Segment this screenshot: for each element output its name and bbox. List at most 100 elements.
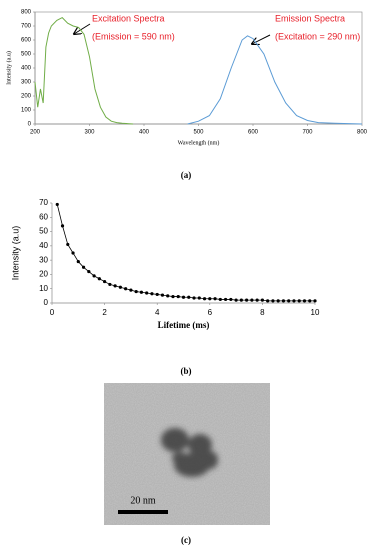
point xyxy=(302,299,307,303)
point xyxy=(234,298,238,302)
point xyxy=(55,202,59,207)
arrow xyxy=(252,34,271,44)
point xyxy=(139,290,144,294)
point xyxy=(145,291,149,295)
point xyxy=(76,259,80,264)
y-tick-label: 30 xyxy=(39,255,48,264)
point xyxy=(134,289,138,294)
point xyxy=(308,299,312,303)
point xyxy=(160,293,165,297)
x-tick-label: 8 xyxy=(260,308,265,317)
plot-frame xyxy=(34,11,363,125)
x-tick-label: 300 xyxy=(84,130,95,136)
point xyxy=(271,299,275,303)
x-axis-label: Lifetime (ms) xyxy=(158,320,210,330)
point xyxy=(97,277,101,281)
point xyxy=(229,297,233,302)
y-tick-label: 200 xyxy=(21,94,32,100)
point xyxy=(113,284,117,288)
point xyxy=(266,299,270,303)
point xyxy=(108,282,112,287)
x-tick-label: 600 xyxy=(248,130,259,136)
point xyxy=(245,298,249,302)
scale-bar-label: 20 nm xyxy=(130,495,156,506)
x-tick-label: 2 xyxy=(102,308,107,317)
y-axis-label: Intensity (a.u) xyxy=(5,51,12,85)
annotation: (Emission = 590 nm) xyxy=(92,31,175,41)
x-tick-label: 4 xyxy=(155,308,160,317)
y-tick-label: 800 xyxy=(21,10,32,16)
caption: (a) xyxy=(181,170,192,180)
caption: (c) xyxy=(181,535,191,545)
annotation: (Excitation = 290 nm) xyxy=(275,31,360,41)
point xyxy=(223,297,228,302)
y-axis-label: Intensity (a.u) xyxy=(10,226,20,281)
point xyxy=(313,299,317,303)
point xyxy=(213,297,217,301)
y-tick-label: 300 xyxy=(21,80,32,86)
point xyxy=(166,294,170,298)
point xyxy=(187,295,191,299)
point xyxy=(250,298,254,302)
point xyxy=(176,294,180,299)
series-line xyxy=(56,204,315,302)
y-tick-label: 700 xyxy=(21,24,32,30)
x-tick-label: 800 xyxy=(357,130,368,136)
y-tick-label: 70 xyxy=(39,198,48,207)
point xyxy=(60,224,65,228)
point xyxy=(197,296,201,300)
x-tick-label: 0 xyxy=(50,308,55,317)
annotation: Excitation Spectra xyxy=(92,13,165,23)
point xyxy=(150,292,154,296)
x-tick-label: 10 xyxy=(311,308,320,317)
point xyxy=(192,296,196,300)
point xyxy=(239,298,243,302)
arrow xyxy=(74,23,91,34)
y-tick-label: 0 xyxy=(28,122,32,128)
y-tick-label: 500 xyxy=(21,52,32,58)
point xyxy=(129,288,133,292)
caption: (b) xyxy=(181,366,192,376)
point xyxy=(218,297,222,302)
point xyxy=(297,299,301,303)
x-tick-label: 200 xyxy=(30,130,41,136)
point xyxy=(276,299,280,303)
y-tick-label: 10 xyxy=(39,284,48,293)
point xyxy=(281,299,286,303)
y-tick-label: 0 xyxy=(44,298,49,307)
y-tick-label: 60 xyxy=(39,212,48,221)
y-tick-label: 100 xyxy=(21,108,32,114)
point xyxy=(124,287,128,291)
point xyxy=(155,292,159,297)
point xyxy=(287,299,291,303)
y-tick-label: 600 xyxy=(21,38,32,44)
point xyxy=(103,279,107,284)
x-tick-label: 700 xyxy=(302,130,313,136)
point xyxy=(208,297,212,301)
x-tick-label: 6 xyxy=(208,308,213,317)
point xyxy=(181,295,186,299)
x-axis-label: Wavelength (nm) xyxy=(178,139,220,146)
x-tick-label: 400 xyxy=(139,130,150,136)
x-tick-label: 500 xyxy=(193,130,204,136)
point xyxy=(71,251,75,255)
point xyxy=(260,298,264,302)
point xyxy=(255,298,259,302)
series-line xyxy=(187,35,363,125)
point xyxy=(118,285,122,289)
tem-image: 20 nm xyxy=(104,383,270,525)
point xyxy=(171,294,175,299)
y-tick-label: 40 xyxy=(39,241,48,250)
series-line xyxy=(34,16,134,125)
point xyxy=(92,274,96,278)
y-tick-label: 400 xyxy=(21,66,32,72)
point xyxy=(292,299,296,303)
y-tick-label: 50 xyxy=(39,227,48,236)
y-tick-label: 20 xyxy=(39,270,48,279)
point xyxy=(81,265,86,269)
point xyxy=(66,242,70,247)
point xyxy=(87,269,91,274)
annotation: Emission Spectra xyxy=(275,13,345,23)
point xyxy=(202,297,207,301)
